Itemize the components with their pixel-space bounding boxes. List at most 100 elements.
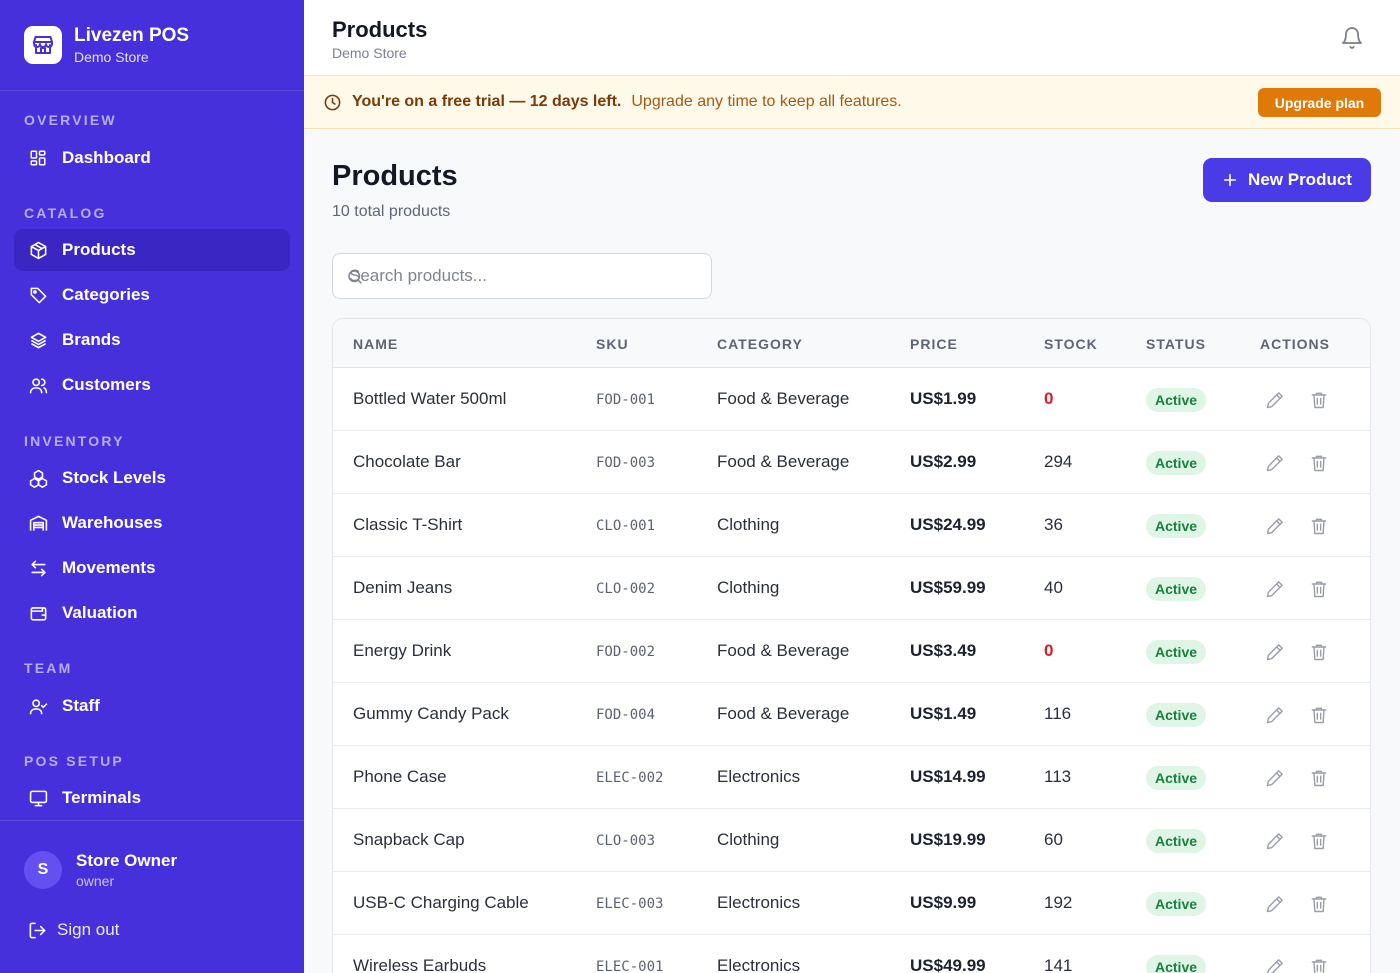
- product-category: Electronics: [717, 893, 801, 912]
- table-row[interactable]: Gummy Candy Pack FOD-004 Food & Beverage US…: [333, 683, 1370, 746]
- product-sku: ELEC-001: [596, 959, 664, 973]
- brand-title: Livezen POS: [74, 24, 190, 46]
- product-name: Phone Case: [353, 767, 447, 786]
- new-product-label: New Product: [1248, 170, 1352, 189]
- product-price: US$9.99: [910, 893, 977, 912]
- warehouse-icon: [28, 513, 48, 533]
- sidebar-item-label: Dashboard: [62, 148, 151, 167]
- table-row[interactable]: USB-C Charging Cable ELEC-003 Electronics U…: [333, 872, 1370, 935]
- product-price: US$19.99: [910, 830, 986, 849]
- product-stock: 192: [1044, 893, 1073, 912]
- sidebar-item-brands[interactable]: Brands: [14, 319, 290, 361]
- search-box: [332, 253, 712, 299]
- trash-icon[interactable]: [1309, 390, 1329, 410]
- sidebar-item-dashboard[interactable]: Dashboard: [14, 137, 290, 179]
- sign-out-icon: [28, 921, 47, 940]
- section-label-inventory: INVENTORY: [24, 433, 125, 449]
- monitor-icon: [28, 788, 48, 808]
- product-category: Food & Beverage: [717, 704, 850, 723]
- sidebar-item-categories[interactable]: Categories: [14, 274, 290, 316]
- product-stock: 60: [1044, 830, 1063, 849]
- upgrade-plan-button[interactable]: Upgrade plan: [1258, 88, 1381, 117]
- new-product-button[interactable]: New Product: [1203, 158, 1371, 202]
- sidebar-item-stock-levels[interactable]: Stock Levels: [14, 457, 290, 499]
- boxes-icon: [28, 468, 48, 488]
- trash-icon[interactable]: [1309, 768, 1329, 788]
- product-sku: ELEC-003: [596, 896, 664, 912]
- product-sku: CLO-003: [596, 833, 656, 849]
- brand: Livezen POS Demo Store: [0, 0, 304, 91]
- sidebar-item-movements[interactable]: Movements: [14, 547, 290, 589]
- section-label-overview: OVERVIEW: [24, 112, 117, 128]
- edit-icon[interactable]: [1265, 831, 1285, 851]
- trash-icon[interactable]: [1309, 642, 1329, 662]
- sign-out-button[interactable]: Sign out: [28, 920, 119, 940]
- table-row[interactable]: Chocolate Bar FOD-003 Food & Beverage US$2.…: [333, 431, 1370, 494]
- status-badge: Active: [1146, 766, 1207, 790]
- product-name: Classic T-Shirt: [353, 515, 463, 534]
- plus-icon: [1222, 172, 1238, 188]
- table-row[interactable]: Bottled Water 500ml FOD-001 Food & Beverag…: [333, 368, 1370, 431]
- status-badge: Active: [1146, 451, 1207, 475]
- trash-icon[interactable]: [1309, 579, 1329, 599]
- trash-icon[interactable]: [1309, 894, 1329, 914]
- product-price: US$24.99: [910, 515, 986, 534]
- edit-icon[interactable]: [1265, 705, 1285, 725]
- product-name: Wireless Earbuds: [353, 956, 487, 973]
- product-category: Food & Beverage: [717, 641, 850, 660]
- section-label-catalog: CATALOG: [24, 205, 107, 221]
- table-row[interactable]: Denim Jeans CLO-002 Clothing US$59.99 40 Acti…: [333, 557, 1370, 620]
- edit-icon[interactable]: [1265, 453, 1285, 473]
- sidebar-item-label: Brands: [62, 330, 121, 349]
- header-title: Products: [332, 17, 428, 42]
- sidebar-item-valuation[interactable]: Valuation: [14, 592, 290, 634]
- user-check-icon: [28, 696, 48, 716]
- product-price: US$14.99: [910, 767, 986, 786]
- edit-icon[interactable]: [1265, 642, 1285, 662]
- sidebar-item-products[interactable]: Products: [14, 229, 290, 271]
- sidebar-item-terminals[interactable]: Terminals: [14, 777, 290, 819]
- status-badge: Active: [1146, 514, 1207, 538]
- column-header-sku: SKU: [596, 336, 629, 352]
- section-label-pos-setup: POS SETUP: [24, 753, 124, 769]
- table-row[interactable]: Phone Case ELEC-002 Electronics US$14.99 113…: [333, 746, 1370, 809]
- trash-icon[interactable]: [1309, 453, 1329, 473]
- edit-icon[interactable]: [1265, 894, 1285, 914]
- edit-icon[interactable]: [1265, 768, 1285, 788]
- product-name: Gummy Candy Pack: [353, 704, 509, 723]
- product-stock: 40: [1044, 578, 1063, 597]
- user-role: owner: [76, 873, 115, 889]
- table-row[interactable]: Snapback Cap CLO-003 Clothing US$19.99 60 Act…: [333, 809, 1370, 872]
- trash-icon[interactable]: [1309, 705, 1329, 725]
- table-row[interactable]: Wireless Earbuds ELEC-001 Electronics US$49…: [333, 935, 1370, 973]
- status-badge: Active: [1146, 829, 1207, 853]
- edit-icon[interactable]: [1265, 957, 1285, 973]
- product-price: US$1.99: [910, 389, 977, 408]
- product-stock: 113: [1044, 767, 1072, 786]
- sidebar-item-warehouses[interactable]: Warehouses: [14, 502, 290, 544]
- edit-icon[interactable]: [1265, 579, 1285, 599]
- trash-icon[interactable]: [1309, 831, 1329, 851]
- sidebar-item-label: Categories: [62, 285, 150, 304]
- user-name: Store Owner: [76, 851, 178, 870]
- table-row[interactable]: Classic T-Shirt CLO-001 Clothing US$24.99 36…: [333, 494, 1370, 557]
- product-price: US$49.99: [910, 956, 986, 973]
- table-row[interactable]: Energy Drink FOD-002 Food & Beverage US$3.4…: [333, 620, 1370, 683]
- product-sku: CLO-002: [596, 581, 656, 597]
- user-profile[interactable]: S Store Owner owner: [24, 851, 177, 889]
- sidebar-divider: [0, 820, 304, 821]
- product-category: Food & Beverage: [717, 452, 850, 471]
- section-label-team: TEAM: [24, 660, 73, 676]
- product-sku: FOD-001: [596, 392, 656, 408]
- sidebar-item-staff[interactable]: Staff: [14, 685, 290, 727]
- edit-icon[interactable]: [1265, 390, 1285, 410]
- trash-icon[interactable]: [1309, 957, 1329, 973]
- column-header-price: PRICE: [910, 336, 958, 352]
- brand-subtitle: Demo Store: [74, 48, 149, 65]
- search-input[interactable]: [349, 254, 704, 298]
- sidebar-item-customers[interactable]: Customers: [14, 364, 290, 406]
- edit-icon[interactable]: [1265, 516, 1285, 536]
- product-stock: 0: [1044, 641, 1054, 660]
- trash-icon[interactable]: [1309, 516, 1329, 536]
- bell-icon[interactable]: [1340, 26, 1364, 55]
